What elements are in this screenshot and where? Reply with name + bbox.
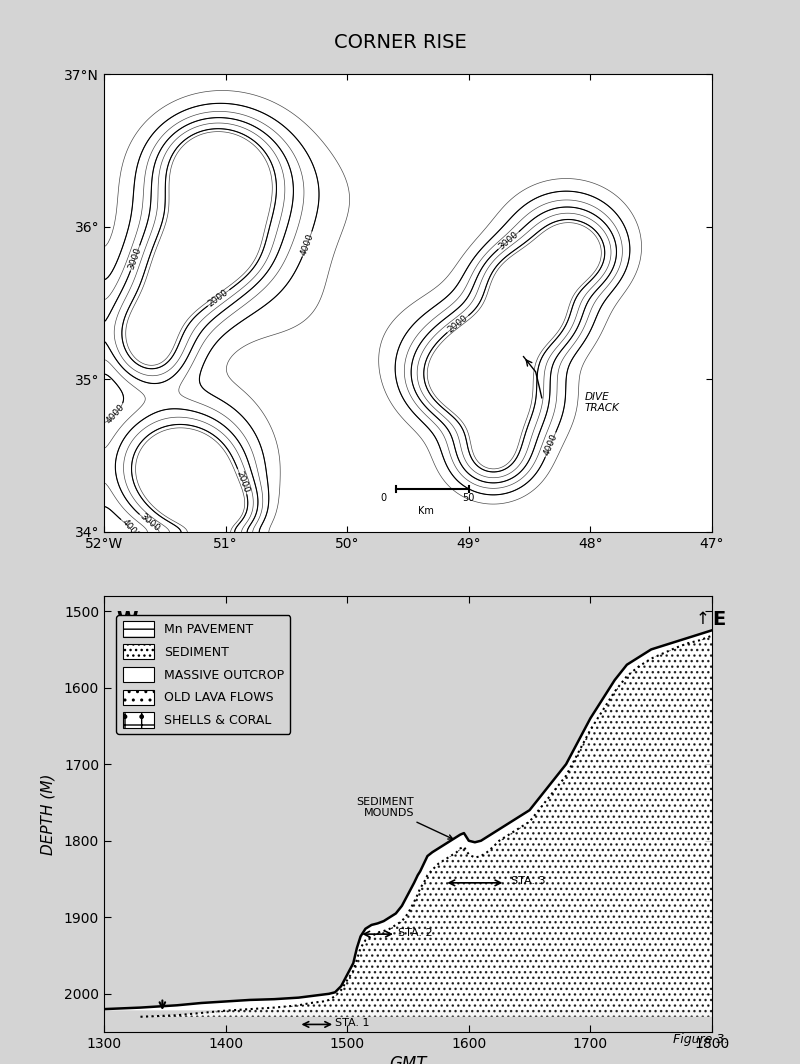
Text: Figure 3.: Figure 3. <box>673 1033 728 1046</box>
Text: 4000: 4000 <box>104 402 126 426</box>
Text: 4000: 4000 <box>120 517 142 541</box>
Text: 0: 0 <box>381 494 386 503</box>
Text: ↑: ↑ <box>695 610 710 628</box>
Text: DIVE
TRACK: DIVE TRACK <box>584 392 619 413</box>
Y-axis label: DEPTH (M): DEPTH (M) <box>41 774 55 854</box>
X-axis label: GMT: GMT <box>390 1055 426 1064</box>
Text: CORNER RISE: CORNER RISE <box>334 33 466 52</box>
Text: W: W <box>116 610 138 629</box>
Text: Km: Km <box>418 505 434 516</box>
Text: STA. 3: STA. 3 <box>511 877 546 886</box>
Text: 2000: 2000 <box>234 469 250 494</box>
Text: 50: 50 <box>462 494 475 503</box>
Text: STA. 1: STA. 1 <box>335 1018 370 1028</box>
Text: 2000: 2000 <box>446 314 470 335</box>
Text: 2000: 2000 <box>206 287 230 309</box>
Text: 4000: 4000 <box>542 432 559 458</box>
Legend: Mn PAVEMENT, SEDIMENT, MASSIVE OUTCROP, OLD LAVA FLOWS, SHELLS & CORAL: Mn PAVEMENT, SEDIMENT, MASSIVE OUTCROP, … <box>116 615 290 734</box>
Text: 3000: 3000 <box>138 512 162 534</box>
Text: 3000: 3000 <box>127 246 143 270</box>
Text: 4000: 4000 <box>299 232 315 256</box>
Text: SEDIMENT
MOUNDS: SEDIMENT MOUNDS <box>357 797 453 839</box>
Text: E: E <box>712 610 726 629</box>
Text: STA. 2: STA. 2 <box>398 928 433 937</box>
Text: 3000: 3000 <box>497 230 520 251</box>
